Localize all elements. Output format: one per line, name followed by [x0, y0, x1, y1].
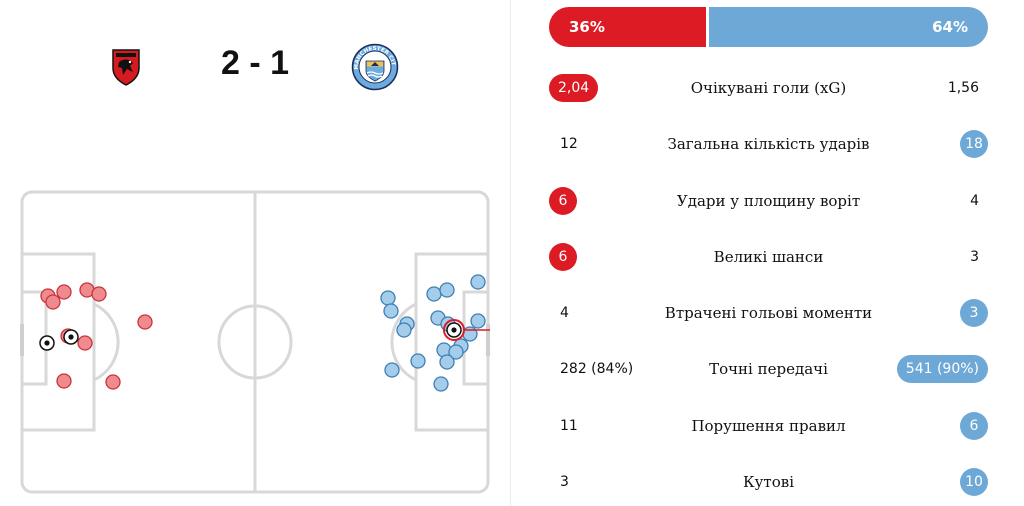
right-goal: [486, 324, 490, 356]
possession-home-value: 36%: [569, 18, 605, 36]
away-shot-marker[interactable]: [439, 354, 455, 370]
stat-row-shots-on-target[interactable]: 6 Удари у площину воріт 4: [511, 184, 1024, 218]
stat-home-value: 6: [549, 187, 577, 215]
stat-row-big-chances-missed[interactable]: 4 Втрачені гольові моменти 3: [511, 296, 1024, 330]
stat-home-value: 11: [560, 418, 578, 434]
stat-label: Порушення правил: [691, 417, 846, 435]
stat-row-xg[interactable]: 2,04 Очікувані голи (xG) 1,56: [511, 71, 1024, 105]
away-shot-marker[interactable]: [383, 303, 399, 319]
away-shot-marker[interactable]: [384, 362, 400, 378]
stat-home-value: 12: [560, 136, 578, 152]
home-shot-marker[interactable]: [91, 286, 107, 302]
away-shot-marker[interactable]: [470, 274, 486, 290]
stat-label: Точні передачі: [709, 360, 828, 378]
possession-away: 64%: [709, 7, 988, 47]
stat-home-value: 2,04: [549, 74, 599, 102]
stat-row-fouls[interactable]: 11 Порушення правил 6: [511, 409, 1024, 443]
away-shot-marker[interactable]: [462, 326, 478, 342]
away-shot-marker[interactable]: [410, 353, 426, 369]
manchester-city-crest-icon[interactable]: MANCHESTER CITY: [348, 39, 399, 95]
match-score: 2 - 1: [220, 44, 290, 82]
afc-bournemouth-crest-icon[interactable]: [110, 48, 142, 90]
stat-label: Удари у площину воріт: [676, 192, 861, 210]
stat-home-value: 4: [560, 305, 569, 321]
stat-row-total-shots[interactable]: 12 Загальна кількість ударів 18: [511, 127, 1024, 161]
away-goal-ball-icon[interactable]: [443, 319, 490, 341]
right-penalty-arc: [390, 302, 417, 382]
stat-away-value: 1,56: [947, 80, 979, 96]
home-shot-marker[interactable]: [56, 284, 72, 300]
shot-map-pitch: [20, 190, 490, 494]
stat-away-value: 3: [960, 299, 988, 327]
away-shot-marker[interactable]: [433, 376, 449, 392]
shot-map-panel: 2 - 1 MANCHESTER CITY: [0, 0, 510, 506]
stat-label: Очікувані голи (xG): [690, 79, 847, 97]
possession-bar: 36% 64%: [549, 7, 988, 47]
stat-away-value: 6: [960, 412, 988, 440]
stat-away-value: 10: [960, 468, 988, 496]
home-shot-marker[interactable]: [137, 314, 153, 330]
away-shot-marker[interactable]: [426, 286, 442, 302]
stat-away-value: 4: [970, 193, 979, 209]
stat-away-value: 541 (90%): [896, 355, 988, 383]
stat-label: Втрачені гольові моменти: [664, 304, 873, 322]
home-shot-marker[interactable]: [77, 335, 93, 351]
home-shot-marker[interactable]: [105, 374, 121, 390]
stat-row-big-chances[interactable]: 6 Великі шанси 3: [511, 240, 1024, 274]
left-penalty-arc: [93, 302, 120, 382]
stat-away-value: 18: [960, 130, 988, 158]
home-goal-ball-icon[interactable]: [63, 329, 79, 345]
left-goal: [20, 324, 24, 356]
away-shot-marker[interactable]: [439, 282, 455, 298]
stat-home-value: 282 (84%): [560, 361, 634, 377]
away-shot-marker[interactable]: [470, 313, 486, 329]
match-stats-panel: 36% 64% 2,04 Очікувані голи (xG) 1,56 12…: [511, 0, 1024, 506]
stat-home-value: 3: [560, 474, 569, 490]
stat-away-value: 3: [970, 249, 979, 265]
stat-row-corners[interactable]: 3 Кутові 10: [511, 465, 1024, 499]
panel-divider: [510, 0, 511, 506]
away-shot-marker[interactable]: [448, 344, 464, 360]
stat-label: Великі шанси: [713, 248, 824, 266]
stat-label: Загальна кількість ударів: [667, 135, 870, 153]
home-shot-marker[interactable]: [45, 294, 61, 310]
stat-row-accurate-passes[interactable]: 282 (84%) Точні передачі 541 (90%): [511, 352, 1024, 386]
stat-home-value: 6: [549, 243, 577, 271]
away-shot-marker[interactable]: [380, 290, 396, 306]
possession-away-value: 64%: [932, 18, 968, 36]
away-shot-marker[interactable]: [396, 322, 412, 338]
center-circle: [217, 304, 293, 380]
home-shot-marker[interactable]: [56, 373, 72, 389]
home-goal-ball-icon[interactable]: [39, 335, 55, 351]
stat-label: Кутові: [742, 473, 794, 491]
possession-home: 36%: [549, 7, 706, 47]
